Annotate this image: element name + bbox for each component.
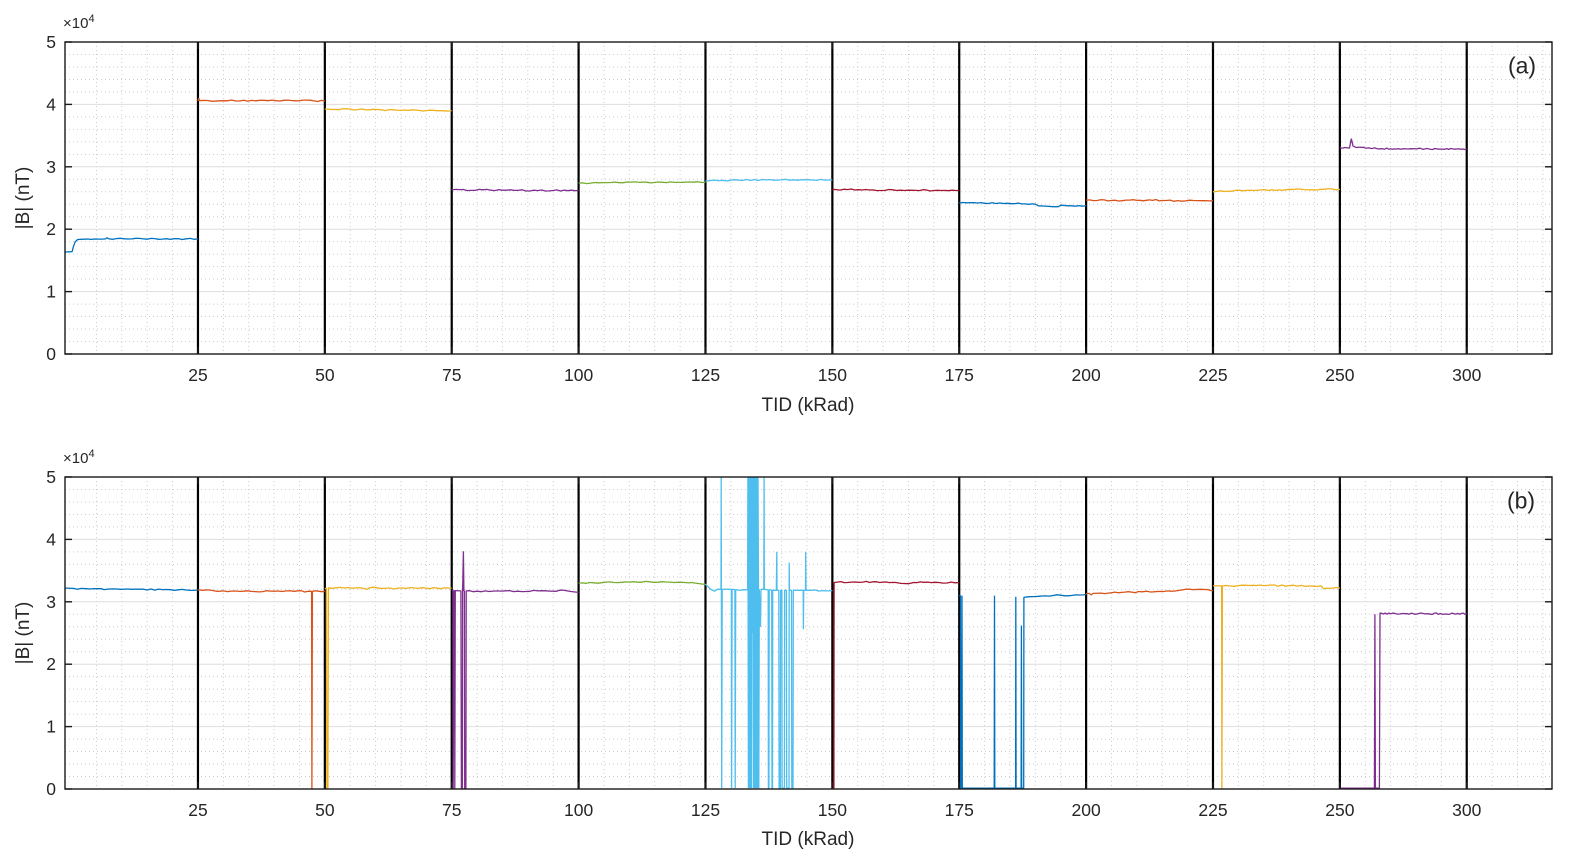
corner-label-b: (b) (1506, 487, 1536, 514)
x-tick-label: 200 (1072, 800, 1101, 820)
y-axis-label-b: |B| (nT) (13, 601, 34, 665)
panel-b: 25 50 75 100 125 150 175 200 225 250 300 0 1 2 3 4 5 (46, 467, 1553, 820)
x-axis-label-a: TID (kRad) (761, 395, 855, 416)
series-b-150-175 (832, 580, 960, 789)
y-tick-label: 3 (46, 592, 56, 612)
y-tick-label: 1 (46, 282, 56, 302)
multiplier-exp-a: 4 (88, 13, 95, 25)
series-a-100-125 (578, 181, 706, 185)
x-axis-label-b: TID (kRad) (761, 829, 855, 850)
series-a-250-300 (1339, 138, 1467, 151)
series-a-200-225 (1086, 198, 1214, 202)
series-b-175-200 (959, 593, 1087, 789)
series-b-250-300 (1339, 612, 1467, 789)
series-b-25-50 (197, 589, 325, 789)
x-tick-label: 50 (315, 365, 335, 385)
y-tick-label: 4 (46, 94, 56, 114)
axes-box (64, 476, 1553, 790)
series-b-100-125 (578, 580, 706, 585)
x-tick-label: 175 (945, 800, 974, 820)
x-tick-label: 25 (188, 800, 207, 820)
series-b-200-225 (1086, 588, 1213, 596)
series-b-225-250 (1213, 584, 1341, 789)
y-axis-multiplier-b: ×104 (63, 448, 95, 467)
x-tick-label: 75 (442, 365, 461, 385)
y-tick-label: 0 (46, 779, 56, 799)
series-a-75-100 (451, 188, 579, 192)
series-a-50-75 (324, 108, 452, 112)
y-axis-label-a: |B| (nT) (13, 166, 34, 230)
x-tick-label: 300 (1452, 800, 1481, 820)
x-tick-label: 25 (188, 365, 207, 385)
x-tick-label: 75 (442, 800, 461, 820)
series-a-125-150 (705, 178, 833, 182)
y-tick-label: 5 (46, 467, 56, 487)
x-tick-label: 150 (818, 365, 847, 385)
x-tick-label: 175 (945, 365, 974, 385)
series-a-175-200 (959, 201, 1087, 208)
y-tick-label: 5 (46, 32, 56, 52)
series-b-125-150 (705, 477, 833, 789)
series-b-75-100 (451, 551, 579, 789)
x-tick-label: 250 (1325, 365, 1354, 385)
series-a-225-250 (1212, 187, 1341, 193)
x-tick-label: 150 (818, 800, 847, 820)
corner-label-a: (a) (1507, 52, 1537, 79)
x-tick-label: 225 (1198, 365, 1227, 385)
x-tick-label: 125 (691, 365, 720, 385)
multiplier-exp-b: 4 (88, 448, 95, 460)
multiplier-base-b: ×10 (63, 450, 89, 467)
x-tick-label: 125 (691, 800, 720, 820)
x-tick-label: 50 (315, 800, 335, 820)
y-tick-label: 2 (46, 654, 56, 674)
y-tick-label: 3 (46, 157, 56, 177)
series-a-0-25 (65, 237, 199, 253)
y-tick-label: 4 (46, 529, 56, 549)
series-a-25-50 (197, 97, 325, 103)
axes-box (64, 41, 1553, 355)
x-tick-label: 100 (564, 365, 593, 385)
series-a-150-175 (832, 188, 960, 192)
x-tick-label: 250 (1325, 800, 1354, 820)
series-b-50-75 (324, 586, 452, 789)
x-tick-label: 225 (1198, 800, 1227, 820)
y-tick-label: 1 (46, 717, 56, 737)
y-tick-label: 0 (46, 344, 56, 364)
y-tick-label: 2 (46, 219, 56, 239)
y-axis-multiplier-a: ×104 (63, 13, 95, 32)
series-b-0-25 (65, 587, 199, 592)
x-tick-label: 100 (564, 800, 593, 820)
panel-a: 25 50 75 100 125 150 175 200 225 250 300 0 1 2 3 4 5 (46, 32, 1553, 385)
multiplier-base-a: ×10 (63, 15, 89, 32)
x-tick-label: 200 (1072, 365, 1101, 385)
x-tick-label: 300 (1452, 365, 1481, 385)
